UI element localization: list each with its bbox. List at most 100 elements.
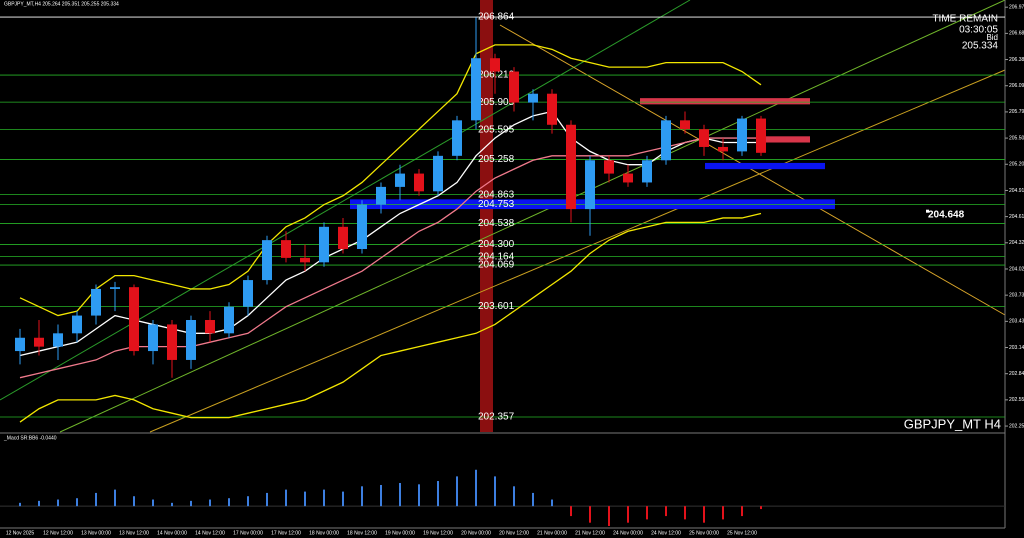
candle-body — [15, 337, 25, 352]
level-label: 206.864 — [478, 12, 515, 23]
y-tick-label: 205.500 — [1009, 135, 1024, 141]
x-tick-label: 14 Nov 00:00 — [157, 530, 187, 536]
candle-body — [357, 204, 367, 250]
histogram-bar — [361, 486, 363, 507]
countdown: 03:30:05 — [959, 25, 998, 36]
candle-body — [148, 324, 158, 352]
highlight-band — [480, 0, 493, 432]
histogram-bar — [646, 506, 648, 520]
y-tick-label: 203.435 — [1009, 319, 1024, 325]
histogram-bar — [171, 502, 173, 507]
y-tick-label: 202.255 — [1009, 423, 1024, 429]
indicator-line — [19, 110, 761, 357]
histogram-bar — [209, 499, 211, 507]
candle-body — [547, 93, 557, 125]
candle-body — [34, 337, 44, 347]
x-tick-label: 12 Nov 12:00 — [43, 530, 73, 536]
candle-body — [167, 324, 177, 360]
price-marker — [926, 209, 929, 213]
candle-body — [110, 287, 120, 289]
x-tick-label: 24 Nov 00:00 — [613, 530, 643, 536]
watermark: GBPJPY_MT H4 — [904, 416, 1001, 431]
histogram-bar — [304, 491, 306, 507]
y-tick-label: 203.730 — [1009, 292, 1024, 298]
histogram-bar — [760, 506, 762, 510]
x-tick-label: 21 Nov 12:00 — [575, 530, 605, 536]
background-layer — [0, 0, 1006, 433]
candle-body — [262, 240, 272, 281]
candle-body — [718, 146, 728, 152]
candle-body — [623, 173, 633, 183]
marker-price-label: 204.648 — [928, 209, 965, 220]
histogram-bar — [437, 481, 439, 507]
indicator-title: _Macd SR:BB6 -0.0440 — [3, 435, 57, 441]
y-tick-label: 204.025 — [1009, 266, 1024, 272]
level-label: 202.357 — [478, 412, 515, 423]
histogram-bar — [57, 499, 59, 507]
candle-body — [680, 120, 690, 130]
histogram-bar — [114, 489, 116, 507]
histogram-bar — [475, 469, 477, 507]
histogram-bar — [722, 506, 724, 520]
candle-body — [414, 173, 424, 192]
candle-body — [471, 58, 481, 121]
indicator-line — [19, 212, 762, 423]
histogram-bar — [532, 492, 534, 507]
x-tick-label: 17 Nov 12:00 — [271, 530, 301, 536]
symbol-info: GBPJPY_MT,H4 205.264 205.351 205.255 205… — [4, 1, 119, 7]
candle-body — [699, 129, 709, 147]
y-tick-label: 205.205 — [1009, 162, 1024, 168]
trend-line — [499, 24, 1006, 316]
candle-body — [433, 155, 443, 192]
y-tick-label: 202.550 — [1009, 397, 1024, 403]
histogram-bar — [513, 486, 515, 507]
level-label: 204.164 — [478, 251, 515, 262]
candle-body — [205, 320, 215, 334]
candle-body — [129, 287, 139, 352]
level-label: 203.601 — [478, 301, 515, 312]
trend-line — [0, 0, 691, 401]
histogram-bar — [228, 498, 230, 507]
candle-body — [528, 93, 538, 103]
candle-body — [566, 124, 576, 210]
histogram-bar — [266, 492, 268, 507]
histogram-bar — [152, 499, 154, 507]
x-tick-label: 19 Nov 00:00 — [385, 530, 415, 536]
y-tick-label: 203.140 — [1009, 345, 1024, 351]
y-tick-label: 206.975 — [1009, 5, 1024, 11]
bid-label: Bid — [986, 33, 998, 42]
x-tick-label: 24 Nov 12:00 — [651, 530, 681, 536]
bid-price: 205.334 — [962, 41, 999, 52]
histogram-bar — [741, 506, 743, 517]
histogram-bar — [684, 506, 686, 520]
candle-body — [281, 240, 291, 258]
candle-body — [737, 118, 747, 152]
histogram-bar — [627, 506, 629, 523]
y-tick-label: 206.385 — [1009, 57, 1024, 63]
candle-body — [338, 226, 348, 250]
histogram-bar — [76, 498, 78, 507]
level-label: 204.753 — [478, 199, 515, 210]
histogram-bar — [703, 506, 705, 523]
y-tick-label: 206.680 — [1009, 31, 1024, 37]
histogram-bar — [19, 502, 21, 507]
level-label: 205.595 — [478, 124, 515, 135]
histogram-bar — [95, 492, 97, 507]
x-tick-label: 12 Nov 2025 — [6, 530, 35, 536]
x-tick-label: 17 Nov 00:00 — [233, 530, 263, 536]
y-tick-label: 204.320 — [1009, 240, 1024, 246]
x-tick-label: 19 Nov 12:00 — [423, 530, 453, 536]
zone — [640, 98, 810, 105]
x-tick-label: 25 Nov 12:00 — [727, 530, 757, 536]
y-tick-label: 206.090 — [1009, 83, 1024, 89]
histogram-bar — [665, 506, 667, 517]
x-tick-label: 25 Nov 00:00 — [689, 530, 719, 536]
histogram-bar — [38, 500, 40, 507]
candle-body — [490, 58, 500, 72]
trend-line — [149, 69, 1006, 433]
candle-body — [452, 120, 462, 156]
zone — [705, 162, 825, 170]
histogram-bar — [608, 506, 610, 526]
level-label: 206.210 — [478, 70, 515, 81]
candle-body — [224, 306, 234, 334]
